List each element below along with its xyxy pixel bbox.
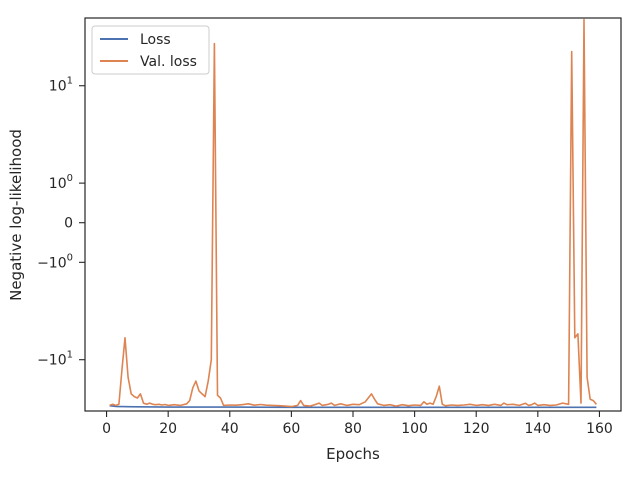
series-line-val-loss (109, 18, 598, 408)
x-tick-label: 80 (344, 421, 362, 437)
plot-area (109, 18, 598, 409)
y-tick-label: 0 (64, 216, 73, 232)
x-tick-label: 20 (159, 421, 177, 437)
y-tick-label: 100 (49, 173, 73, 192)
legend-label: Loss (140, 32, 171, 48)
y-axis: 101 100 0 −100 −101 (37, 76, 85, 369)
x-tick-label: 100 (401, 421, 428, 437)
x-axis: 0 20 40 60 80 100 120 140 160 (102, 411, 613, 437)
series-line-loss (109, 404, 597, 409)
x-tick-label: 0 (102, 421, 111, 437)
legend: Loss Val. loss (91, 25, 210, 75)
x-axis-label: Epochs (326, 445, 380, 463)
x-tick-label: 120 (463, 421, 490, 437)
x-tick-label: 140 (524, 421, 551, 437)
legend-label: Val. loss (140, 54, 197, 70)
x-tick-label: 40 (221, 421, 239, 437)
x-tick-label: 60 (282, 421, 300, 437)
x-tick-label: 160 (586, 421, 613, 437)
y-tick-label: −101 (37, 350, 73, 369)
y-tick-label: −100 (37, 252, 73, 271)
y-tick-label: 101 (49, 76, 73, 95)
y-axis-label: Negative log-likelihood (7, 129, 25, 301)
